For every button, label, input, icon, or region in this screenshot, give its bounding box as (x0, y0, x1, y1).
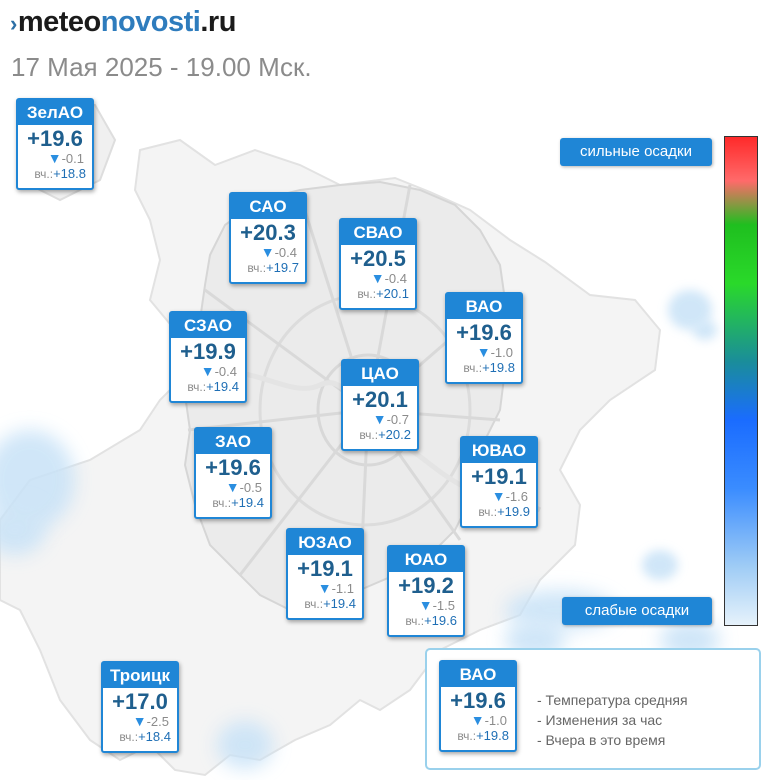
scale-label-light: слабые осадки (562, 597, 712, 625)
precipitation-scale-bar (724, 136, 758, 626)
temperature-average: +20.3 (240, 220, 296, 245)
temperature-yesterday: вч.:+20.2 (359, 427, 411, 442)
temperature-average: +19.6 (456, 320, 512, 345)
temperature-change: ▼-1.6 (491, 488, 528, 505)
temperature-yesterday: вч.:+20.1 (357, 286, 409, 301)
brand-part-meteo: meteo (17, 6, 101, 38)
district-card-sao[interactable]: САО +20.3 ▼-0.4 вч.:+19.7 (229, 192, 307, 284)
temperature-change: ▼-0.4 (260, 244, 297, 261)
legend-sample-card: ВАО +19.6 ▼-1.0 вч.:+19.8 (439, 660, 517, 752)
legend-line-yesterday: - Вчера в это время (537, 732, 666, 748)
temperature-average: +19.6 (27, 126, 83, 151)
temperature-yesterday: вч.:+19.4 (304, 596, 356, 611)
district-card-svao[interactable]: СВАО +20.5 ▼-0.4 вч.:+20.1 (339, 218, 417, 310)
district-card-yuvao[interactable]: ЮВАО +19.1 ▼-1.6 вч.:+19.9 (460, 436, 538, 528)
triangle-down-icon: ▼ (132, 713, 147, 729)
district-name: САО (231, 194, 305, 219)
triangle-down-icon: ▼ (370, 270, 385, 286)
legend-line-change: - Изменения за час (537, 712, 663, 728)
site-logo[interactable]: ›meteonovosti.ru (10, 6, 236, 39)
temperature-yesterday: вч.:+18.4 (119, 729, 171, 744)
district-card-szao[interactable]: СЗАО +19.9 ▼-0.4 вч.:+19.4 (169, 311, 247, 403)
brand-chevron-icon: › (10, 11, 17, 36)
triangle-down-icon: ▼ (200, 363, 215, 379)
temperature-change: ▼-0.5 (225, 479, 262, 496)
temperature-yesterday: вч.:+19.9 (478, 504, 530, 519)
temperature-yesterday: вч.:+19.4 (212, 495, 264, 510)
temperature-yesterday: вч.:+19.8 (457, 728, 509, 743)
brand-part-domain: .ru (200, 6, 236, 38)
triangle-down-icon: ▼ (491, 488, 506, 504)
temperature-average: +19.1 (297, 556, 353, 581)
temperature-average: +19.1 (471, 464, 527, 489)
scale-label-heavy: сильные осадки (560, 138, 712, 166)
triangle-down-icon: ▼ (260, 244, 275, 260)
district-name: ВАО (447, 294, 521, 319)
district-card-zao[interactable]: ЗАО +19.6 ▼-0.5 вч.:+19.4 (194, 427, 272, 519)
temperature-average: +20.5 (350, 246, 406, 271)
triangle-down-icon: ▼ (476, 344, 491, 360)
district-name: СЗАО (171, 313, 245, 338)
temperature-change: ▼-0.4 (370, 270, 407, 287)
district-card-zelao[interactable]: ЗелАО +19.6 ▼-0.1 вч.:+18.8 (16, 98, 94, 190)
temperature-change: ▼-1.5 (418, 597, 455, 614)
triangle-down-icon: ▼ (418, 597, 433, 613)
district-name: ВАО (441, 662, 515, 687)
brand-part-novosti: novosti (100, 6, 201, 38)
temperature-average: +19.9 (180, 339, 236, 364)
district-name: ЗАО (196, 429, 270, 454)
temperature-change: ▼-0.7 (372, 411, 409, 428)
temperature-yesterday: вч.:+19.7 (247, 260, 299, 275)
temperature-change: ▼-0.1 (47, 150, 84, 167)
temperature-average: +19.6 (205, 455, 261, 480)
triangle-down-icon: ▼ (317, 580, 332, 596)
temperature-change: ▼-1.1 (317, 580, 354, 597)
temperature-change: ▼-1.0 (470, 712, 507, 729)
temperature-average: +19.2 (398, 573, 454, 598)
district-card-yuao[interactable]: ЮАО +19.2 ▼-1.5 вч.:+19.6 (387, 545, 465, 637)
district-name: ЗелАО (18, 100, 92, 125)
district-name: ЮВАО (462, 438, 536, 463)
district-name: ЮАО (389, 547, 463, 572)
temperature-average: +19.6 (450, 688, 506, 713)
temperature-average: +17.0 (112, 689, 168, 714)
district-card-vao[interactable]: ВАО +19.6 ▼-1.0 вч.:+19.8 (445, 292, 523, 384)
temperature-change: ▼-2.5 (132, 713, 169, 730)
district-card-yuzao[interactable]: ЮЗАО +19.1 ▼-1.1 вч.:+19.4 (286, 528, 364, 620)
district-card-cao[interactable]: ЦАО +20.1 ▼-0.7 вч.:+20.2 (341, 359, 419, 451)
district-name: Троицк (103, 663, 177, 688)
district-name: СВАО (341, 220, 415, 245)
map-legend: ВАО +19.6 ▼-1.0 вч.:+19.8 - Температура … (425, 648, 761, 770)
temperature-average: +20.1 (352, 387, 408, 412)
temperature-yesterday: вч.:+19.8 (463, 360, 515, 375)
triangle-down-icon: ▼ (470, 712, 485, 728)
triangle-down-icon: ▼ (372, 411, 387, 427)
forecast-datetime: 17 Мая 2025 - 19.00 Мск. (11, 52, 312, 82)
legend-line-average: - Температура средняя (537, 692, 688, 708)
triangle-down-icon: ▼ (225, 479, 240, 495)
temperature-yesterday: вч.:+19.6 (405, 613, 457, 628)
district-name: ЮЗАО (288, 530, 362, 555)
temperature-yesterday: вч.:+18.8 (34, 166, 86, 181)
temperature-change: ▼-1.0 (476, 344, 513, 361)
triangle-down-icon: ▼ (47, 150, 62, 166)
temperature-yesterday: вч.:+19.4 (187, 379, 239, 394)
district-card-troick[interactable]: Троицк +17.0 ▼-2.5 вч.:+18.4 (101, 661, 179, 753)
temperature-change: ▼-0.4 (200, 363, 237, 380)
district-name: ЦАО (343, 361, 417, 386)
